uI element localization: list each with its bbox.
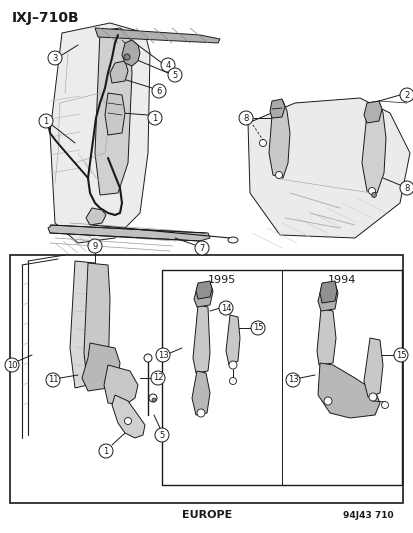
Text: 1994: 1994 (327, 275, 355, 285)
Text: 5: 5 (159, 431, 164, 440)
Polygon shape (70, 261, 98, 388)
Polygon shape (363, 338, 382, 397)
Circle shape (285, 373, 299, 387)
Circle shape (238, 111, 252, 125)
Circle shape (99, 444, 113, 458)
Text: 11: 11 (47, 376, 58, 384)
Polygon shape (86, 208, 106, 225)
Text: 13: 13 (157, 351, 168, 359)
Ellipse shape (228, 237, 237, 243)
Circle shape (151, 371, 165, 385)
Polygon shape (112, 395, 145, 438)
Polygon shape (48, 225, 209, 241)
Text: 3: 3 (52, 53, 57, 62)
Text: 1: 1 (152, 114, 157, 123)
Polygon shape (110, 61, 128, 83)
Text: 8: 8 (243, 114, 248, 123)
Text: 94J43 710: 94J43 710 (342, 511, 392, 520)
Polygon shape (105, 93, 125, 135)
Polygon shape (95, 28, 219, 43)
Polygon shape (269, 99, 284, 118)
Polygon shape (319, 281, 336, 303)
Polygon shape (104, 365, 138, 405)
Circle shape (399, 181, 413, 195)
Circle shape (152, 84, 166, 98)
Polygon shape (317, 283, 337, 311)
Text: 2: 2 (404, 91, 408, 100)
Text: 8: 8 (404, 183, 409, 192)
Text: 1995: 1995 (207, 275, 235, 285)
Text: 14: 14 (220, 303, 231, 312)
Circle shape (399, 88, 413, 102)
Polygon shape (195, 281, 211, 299)
Circle shape (154, 428, 169, 442)
Circle shape (250, 321, 264, 335)
Circle shape (5, 358, 19, 372)
Circle shape (144, 354, 152, 362)
Bar (10, 255, 402, 503)
Polygon shape (225, 315, 240, 365)
Polygon shape (316, 309, 335, 365)
Text: 10: 10 (7, 360, 17, 369)
Text: 4: 4 (165, 61, 170, 69)
Circle shape (195, 241, 209, 255)
Text: EUROPE: EUROPE (181, 510, 232, 520)
Polygon shape (50, 23, 150, 243)
Circle shape (380, 401, 387, 408)
Text: 9: 9 (92, 241, 97, 251)
Circle shape (370, 192, 375, 198)
Bar (161, 270, 401, 485)
Polygon shape (363, 101, 381, 123)
Circle shape (197, 409, 204, 417)
Polygon shape (192, 371, 209, 415)
Circle shape (259, 140, 266, 147)
Circle shape (124, 417, 131, 424)
Circle shape (88, 239, 102, 253)
Polygon shape (95, 28, 132, 195)
Circle shape (149, 394, 157, 402)
Polygon shape (247, 98, 409, 238)
Text: 6: 6 (156, 86, 161, 95)
Text: 1: 1 (103, 447, 108, 456)
Circle shape (229, 377, 236, 384)
Circle shape (46, 373, 60, 387)
Circle shape (275, 172, 282, 179)
Circle shape (48, 51, 62, 65)
Text: 15: 15 (395, 351, 405, 359)
Text: 12: 12 (152, 374, 163, 383)
Polygon shape (122, 40, 140, 66)
Circle shape (368, 393, 376, 401)
Text: 7: 7 (199, 244, 204, 253)
Circle shape (393, 348, 407, 362)
Text: IXJ–710B: IXJ–710B (12, 11, 79, 25)
Polygon shape (192, 305, 209, 373)
Polygon shape (317, 363, 379, 418)
Text: 15: 15 (252, 324, 263, 333)
Circle shape (124, 54, 130, 60)
Polygon shape (268, 101, 289, 178)
Circle shape (161, 58, 175, 72)
Circle shape (323, 397, 331, 405)
Text: 5: 5 (172, 70, 177, 79)
Polygon shape (84, 263, 110, 389)
Polygon shape (82, 343, 120, 391)
Text: 1: 1 (43, 117, 48, 125)
Text: 13: 13 (287, 376, 298, 384)
Polygon shape (361, 101, 385, 193)
Circle shape (156, 348, 170, 362)
Circle shape (168, 68, 182, 82)
Circle shape (147, 111, 161, 125)
Circle shape (228, 361, 236, 369)
Circle shape (152, 398, 156, 402)
Circle shape (39, 114, 53, 128)
Circle shape (368, 188, 375, 195)
Circle shape (218, 301, 233, 315)
Polygon shape (194, 283, 212, 307)
